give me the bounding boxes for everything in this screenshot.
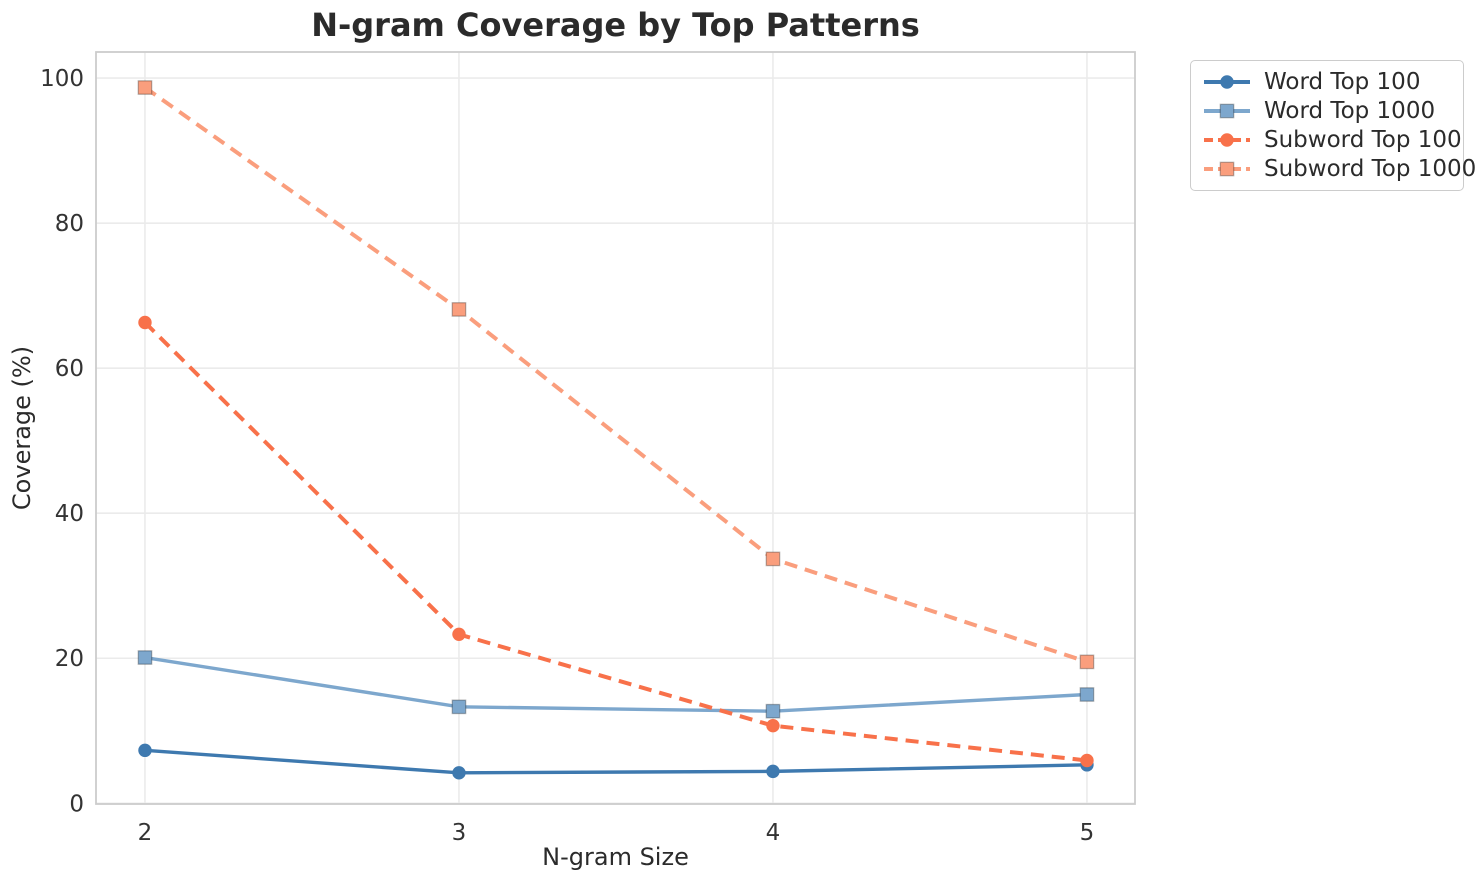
data-point-marker bbox=[1079, 654, 1095, 670]
legend-item-word-top-100: Word Top 100 bbox=[1203, 68, 1451, 97]
legend-swatch-word-top-1000 bbox=[1204, 103, 1250, 119]
data-point-marker bbox=[1219, 161, 1235, 176]
data-point-marker bbox=[766, 764, 780, 779]
data-point-marker bbox=[1220, 75, 1234, 90]
series-line bbox=[144, 655, 1088, 713]
legend-label: Word Top 1000 bbox=[1264, 98, 1436, 125]
x-tick-label: 3 bbox=[452, 820, 467, 846]
legend-label: Subword Top 1000 bbox=[1264, 155, 1477, 182]
x-tick-label: 4 bbox=[766, 820, 781, 846]
legend-swatch-word-top-100 bbox=[1204, 75, 1250, 90]
legend-label: Word Top 100 bbox=[1264, 69, 1421, 96]
series-line bbox=[143, 85, 1088, 664]
y-tick-label: 20 bbox=[55, 646, 84, 672]
y-tick-label: 100 bbox=[40, 66, 84, 92]
data-point-marker bbox=[138, 315, 152, 330]
legend-swatch-subword-top-1000 bbox=[1204, 161, 1250, 176]
series-word-top-1000 bbox=[137, 650, 1095, 719]
data-point-marker bbox=[451, 699, 467, 715]
series-subword-top-100 bbox=[138, 315, 1094, 768]
legend-item-subword-top-1000: Subword Top 1000 bbox=[1203, 154, 1476, 183]
plot-border bbox=[95, 51, 1136, 805]
y-tick-label: 0 bbox=[69, 791, 84, 817]
data-point-marker bbox=[138, 743, 152, 758]
y-tick-label: 80 bbox=[55, 211, 84, 237]
legend-item-subword-top-100: Subword Top 100 bbox=[1203, 126, 1462, 155]
x-tick-label: 2 bbox=[138, 820, 153, 846]
legend-swatch-subword-top-100 bbox=[1204, 133, 1250, 147]
data-point-marker bbox=[1080, 753, 1094, 768]
legend-item-word-top-1000: Word Top 1000 bbox=[1203, 97, 1451, 126]
legend-label: Subword Top 100 bbox=[1264, 126, 1462, 153]
x-axis-label: N-gram Size bbox=[542, 843, 689, 871]
y-tick-label: 40 bbox=[55, 501, 84, 527]
chart-title: N-gram Coverage by Top Patterns bbox=[311, 6, 920, 44]
data-point-marker bbox=[766, 718, 780, 733]
series-word-top-100 bbox=[138, 743, 1094, 780]
legend: Word Top 100 Word Top 1000 Subword Top 1… bbox=[1190, 60, 1476, 191]
data-point-marker bbox=[451, 302, 467, 317]
data-point-marker bbox=[765, 703, 781, 719]
data-point-marker bbox=[1219, 103, 1235, 119]
data-point-marker bbox=[137, 650, 153, 665]
series-line bbox=[144, 748, 1087, 775]
data-point-marker bbox=[1079, 687, 1095, 702]
series-subword-top-1000 bbox=[137, 80, 1095, 670]
series-line bbox=[143, 321, 1088, 763]
data-point-marker bbox=[452, 766, 466, 780]
data-point-marker bbox=[137, 80, 153, 95]
data-point-marker bbox=[452, 627, 466, 642]
data-point-marker bbox=[1220, 133, 1234, 147]
data-point-marker bbox=[765, 551, 781, 567]
y-tick-label: 60 bbox=[55, 356, 84, 382]
x-tick-label: 5 bbox=[1080, 820, 1095, 846]
